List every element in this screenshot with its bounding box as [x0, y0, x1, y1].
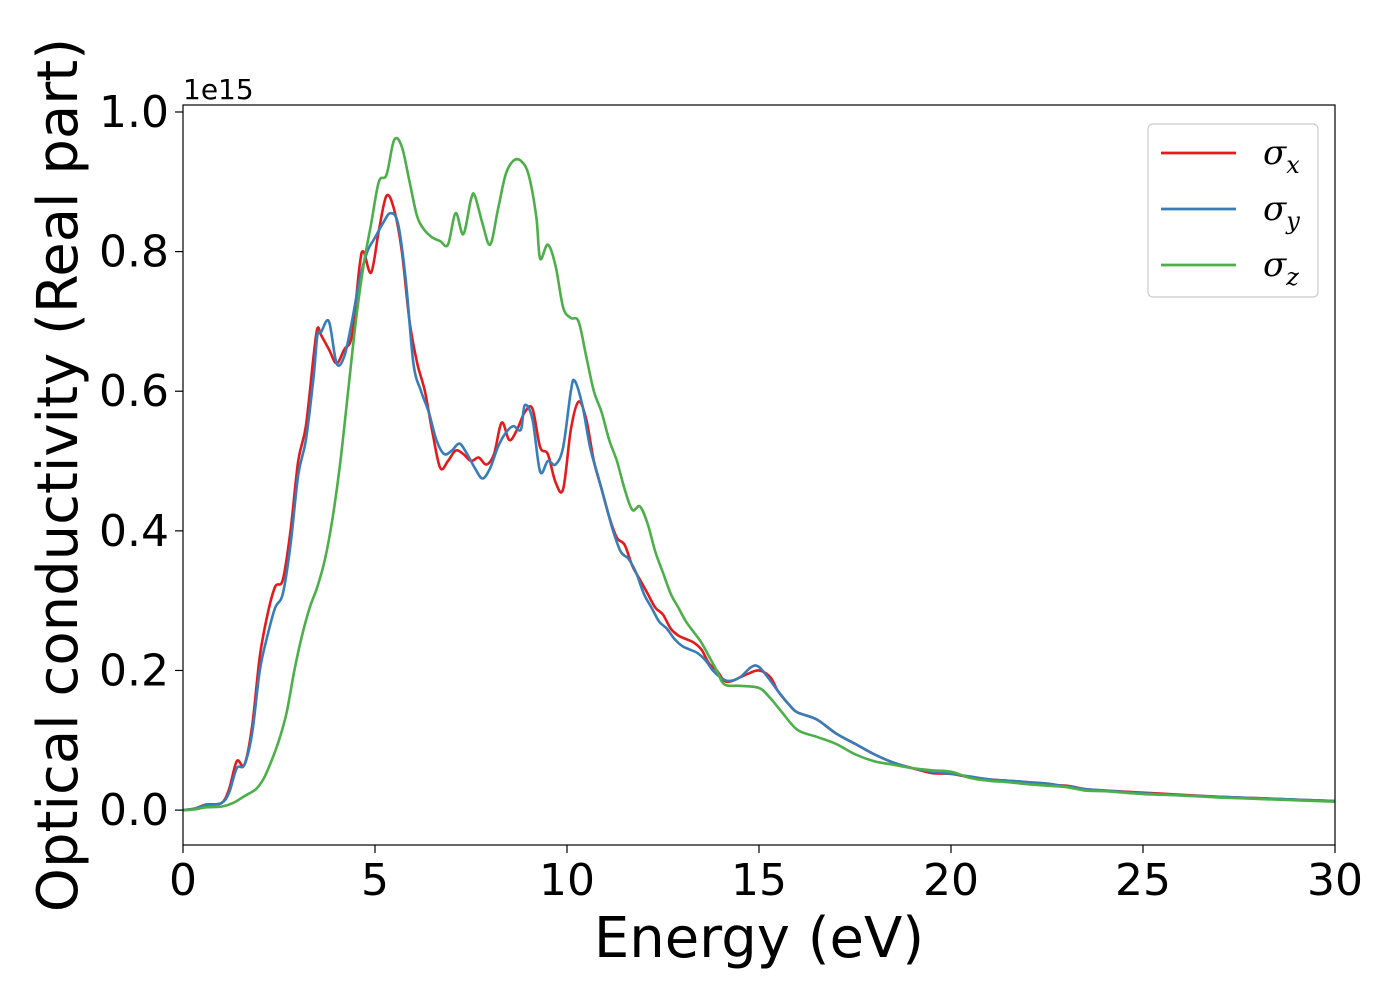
series-line-y — [183, 211, 1335, 812]
x-tick-label: 10 — [539, 855, 595, 906]
y-axis-label: Optical conductivity (Real part) — [26, 38, 91, 912]
legend-label-x: σx — [1263, 133, 1300, 179]
y-tick-label: 0.2 — [99, 645, 169, 696]
y-tick-label: 0.4 — [99, 506, 169, 557]
legend-label-y: σy — [1263, 189, 1300, 235]
legend-box — [1147, 123, 1319, 298]
y-tick-label: 0.6 — [99, 366, 169, 417]
legend: σx σy σz — [1147, 123, 1319, 298]
x-axis-label: Energy (eV) — [594, 906, 924, 971]
y-tick-label: 1.0 — [99, 87, 169, 138]
x-tick-label: 5 — [361, 855, 389, 906]
ticks-layer: 0 5 10 15 20 25 30 0.0 0.2 0.4 0.6 0.8 1.0 — [99, 87, 1363, 906]
y-tick-label: 0.0 — [99, 785, 169, 836]
y-offset-label: 1e15 — [183, 73, 254, 106]
x-tick-label: 15 — [731, 855, 787, 906]
x-tick-label: 20 — [923, 855, 979, 906]
y-tick-label: 0.8 — [99, 227, 169, 278]
series-line-z — [183, 136, 1335, 812]
plot-frame — [182, 104, 1336, 846]
x-tick-label: 0 — [169, 855, 197, 906]
x-tick-label: 25 — [1115, 855, 1171, 906]
series-layer — [183, 136, 1335, 812]
x-tick-label: 30 — [1307, 855, 1363, 906]
legend-label-z: σz — [1263, 245, 1299, 291]
